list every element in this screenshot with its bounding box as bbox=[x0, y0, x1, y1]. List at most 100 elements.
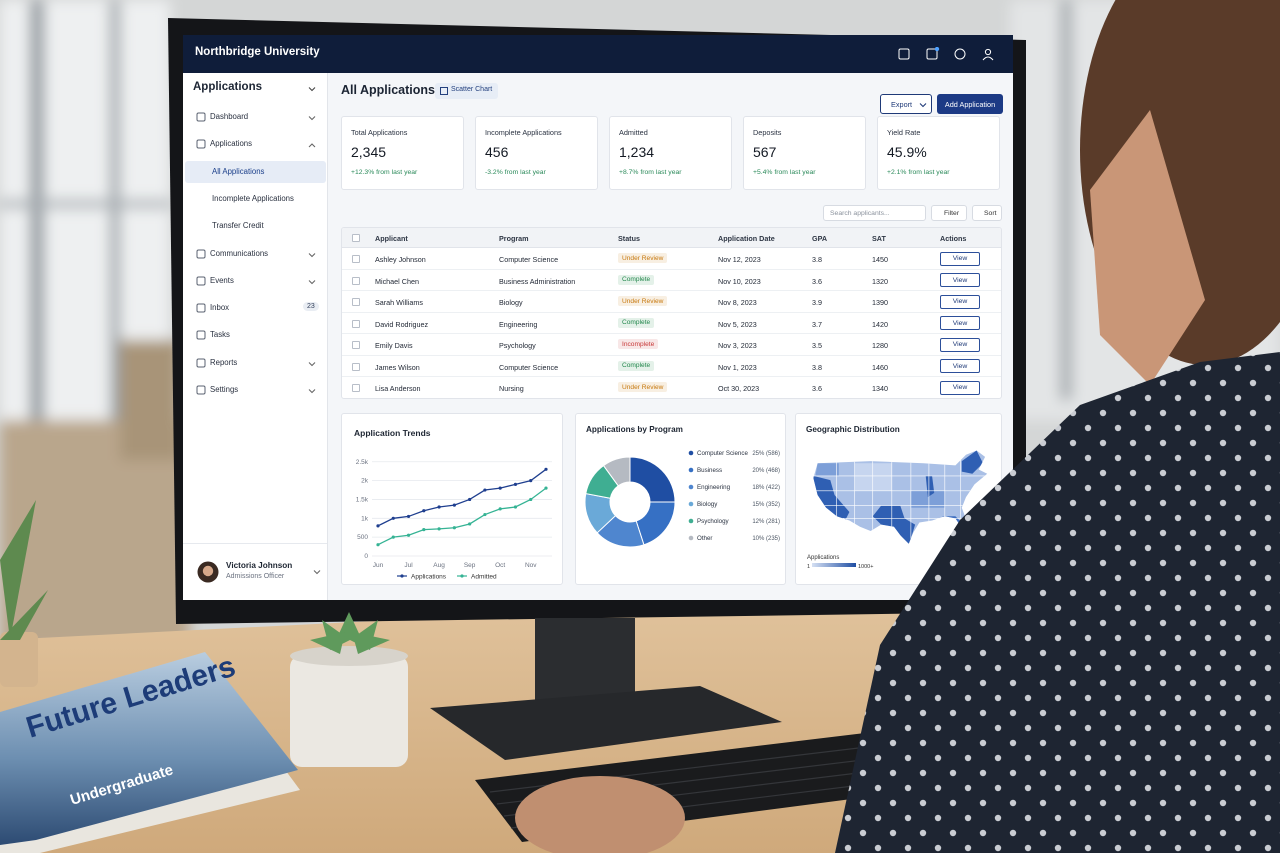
chevron-down bbox=[308, 279, 316, 285]
add-application-button[interactable]: Add Application bbox=[937, 94, 1003, 114]
top-bar: Northbridge University bbox=[183, 35, 1013, 73]
export-button[interactable]: Export bbox=[880, 94, 932, 114]
table-cell: 1460 bbox=[872, 362, 888, 372]
map-shapes bbox=[813, 450, 988, 544]
nav-icon bbox=[196, 249, 206, 258]
view-button[interactable]: View bbox=[940, 251, 980, 266]
dashboard-screen: Northbridge University Applications Dashbo… bbox=[183, 35, 1013, 600]
hand bbox=[515, 776, 685, 853]
status-badge: Under Review bbox=[618, 296, 668, 306]
nav-item[interactable]: Transfer Credit bbox=[185, 215, 326, 237]
checkbox[interactable] bbox=[352, 234, 360, 242]
nav-item[interactable]: Inbox 23 bbox=[185, 297, 326, 319]
monitor-base bbox=[430, 686, 782, 760]
series-point bbox=[468, 522, 472, 526]
checkbox[interactable] bbox=[352, 341, 360, 349]
kpi-value: 1,234 bbox=[619, 144, 655, 160]
view-button[interactable]: View bbox=[940, 294, 980, 309]
state-region bbox=[815, 463, 839, 476]
kpi-value: 2,345 bbox=[351, 144, 387, 160]
series-point bbox=[406, 514, 411, 519]
kpi-value: 45.9% bbox=[887, 144, 927, 160]
checkbox[interactable] bbox=[352, 384, 360, 392]
value-label: 10% (235) bbox=[752, 536, 780, 542]
status-badge: Complete bbox=[618, 317, 655, 328]
filter-button[interactable]: Filter bbox=[931, 205, 967, 221]
series-point bbox=[406, 533, 411, 537]
value-label: 15% (352) bbox=[752, 502, 780, 508]
nav-item[interactable]: Events bbox=[185, 270, 326, 292]
user-card[interactable]: Victoria Johnson Admissions Officer bbox=[183, 543, 327, 600]
view-button[interactable]: View bbox=[940, 380, 980, 395]
chevron bbox=[308, 252, 316, 257]
view-button[interactable]: View bbox=[940, 316, 980, 330]
nav-item[interactable]: Dashboard bbox=[185, 106, 326, 128]
checkbox[interactable] bbox=[352, 362, 360, 371]
pot-rim bbox=[290, 646, 408, 666]
table-cell: Michael Chen bbox=[375, 276, 419, 286]
nav-item[interactable]: Applications bbox=[185, 133, 326, 155]
nav-icon-shape bbox=[196, 112, 206, 122]
series-point bbox=[468, 497, 472, 502]
nav-item[interactable]: Tasks bbox=[185, 324, 326, 346]
line-chart: 0 500 1k 1.5k 2k 2.5k Jun Jul Aug Sep Oct Nov Applic… bbox=[356, 459, 552, 581]
table-cell: 3.6 bbox=[812, 384, 822, 393]
table-row: Lisa Anderson Nursing Under Review Oct 30, … bbox=[342, 377, 1001, 398]
checkbox[interactable] bbox=[352, 298, 360, 306]
nav-label: Tasks bbox=[210, 330, 230, 340]
series-point bbox=[544, 467, 548, 471]
view-button[interactable]: View bbox=[940, 273, 980, 287]
x-tick-label: Aug bbox=[433, 562, 445, 569]
series-point bbox=[498, 507, 502, 511]
view-button[interactable]: View bbox=[940, 359, 980, 373]
view-toggle[interactable]: Scatter Chart bbox=[435, 83, 499, 99]
value-label: 25% (586) bbox=[752, 451, 780, 457]
table-cell: 3.7 bbox=[812, 319, 822, 329]
legend-dot bbox=[688, 501, 694, 507]
status-badge: Under Review bbox=[618, 253, 668, 263]
view-button[interactable]: View bbox=[940, 337, 980, 352]
kpi-change: +8.7% from last year bbox=[619, 169, 682, 176]
legend-label: Engineering bbox=[697, 484, 731, 491]
series-point bbox=[376, 543, 380, 547]
nav-item[interactable]: Communications bbox=[185, 243, 326, 265]
checkbox[interactable] bbox=[352, 255, 360, 263]
table-cell: James Wilson bbox=[375, 362, 420, 372]
column-header: Actions bbox=[940, 234, 967, 243]
x-tick-label: Sep bbox=[464, 562, 476, 569]
nav-icon bbox=[196, 112, 206, 122]
header-icon bbox=[898, 48, 910, 60]
chevron bbox=[308, 361, 316, 366]
y-tick-label: 1k bbox=[361, 515, 369, 522]
chevron-up bbox=[308, 143, 316, 148]
y-tick-label: 1.5k bbox=[356, 496, 369, 503]
table-row: James Wilson Computer Science Complete Nov … bbox=[342, 356, 1001, 377]
table-cell: 1450 bbox=[872, 255, 888, 264]
notification-dot bbox=[934, 47, 940, 52]
checkbox[interactable] bbox=[352, 319, 360, 328]
table-cell: 1340 bbox=[872, 384, 888, 393]
header-icon bbox=[926, 48, 938, 60]
chevron-down bbox=[313, 570, 321, 575]
legend-label: Admitted bbox=[471, 574, 497, 581]
chevron bbox=[919, 103, 927, 108]
nav-item[interactable]: Incomplete Applications bbox=[185, 188, 326, 210]
nav-item[interactable]: Settings bbox=[185, 379, 326, 401]
nav-item[interactable]: All Applications bbox=[185, 160, 326, 183]
checkbox[interactable] bbox=[352, 276, 360, 285]
table-cell: Business Administration bbox=[499, 276, 576, 286]
table-cell: Nursing bbox=[499, 384, 524, 393]
kpi-label: Deposits bbox=[753, 128, 782, 137]
x-tick-label: Oct bbox=[495, 562, 505, 569]
search-box[interactable]: Search applicants... bbox=[823, 205, 926, 221]
chevron bbox=[313, 570, 321, 575]
kpi-label: Admitted bbox=[619, 128, 648, 137]
table-row: Michael Chen Business Administration Compl… bbox=[342, 270, 1001, 291]
series-point bbox=[437, 505, 441, 509]
table-cell: 3.8 bbox=[812, 362, 822, 372]
legend-label: Applications bbox=[411, 574, 447, 581]
sort-button[interactable]: Sort bbox=[972, 205, 1002, 221]
value-label: 20% (468) bbox=[752, 468, 780, 474]
pie-slice bbox=[629, 456, 676, 503]
nav-item[interactable]: Reports bbox=[185, 352, 326, 374]
